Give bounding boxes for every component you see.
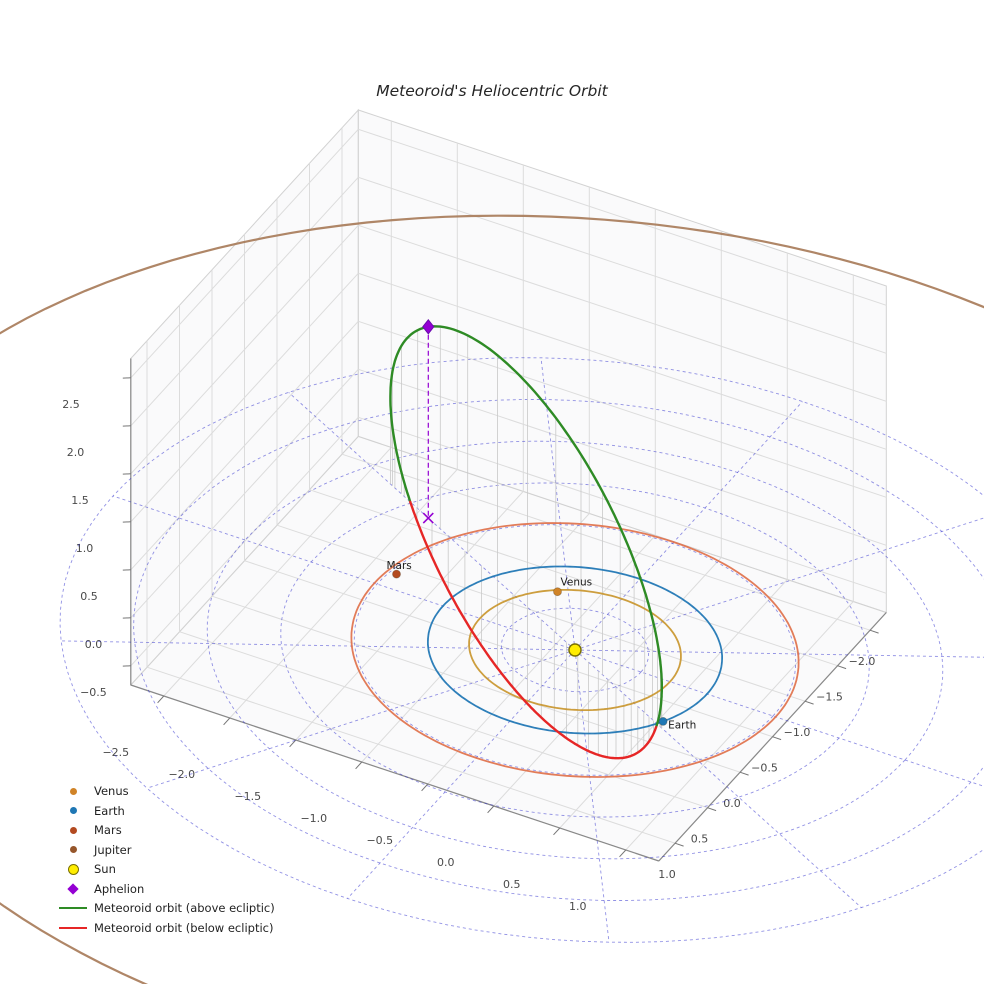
earth-marker	[658, 717, 668, 726]
legend-item-orbit-above: Meteoroid orbit (above ecliptic)	[58, 901, 275, 915]
green-line-icon	[59, 907, 87, 909]
z-tick-label: 2.0	[67, 446, 85, 459]
x-tick-label: 1.0	[569, 900, 587, 913]
venus-dot-icon	[69, 787, 77, 795]
orbit-earth	[427, 565, 723, 735]
x-tick-label: −0.5	[366, 834, 393, 847]
x-tick-label: −2.0	[168, 768, 195, 781]
x-axis-line	[130, 684, 659, 862]
aphelion-marker	[422, 319, 435, 335]
legend-label: Meteoroid orbit (above ecliptic)	[94, 901, 275, 915]
earth-label: Earth	[668, 719, 696, 731]
x-tick-label: 0.5	[503, 878, 521, 891]
legend-label: Meteoroid orbit (below ecliptic)	[94, 920, 274, 935]
legend-marker-cell	[58, 807, 88, 814]
legend-item-aphelion: Aphelion	[58, 882, 275, 896]
mars-marker	[392, 569, 401, 579]
legend-item-earth: Earth	[58, 804, 275, 818]
legend: Venus Earth Mars Jupiter Sun Aphelion Me…	[58, 784, 275, 935]
aphelion-diamond-icon	[67, 882, 79, 895]
legend-item-orbit-below: Meteoroid orbit (below ecliptic)	[58, 921, 275, 935]
y-tick-label: −2.0	[849, 655, 876, 668]
z-tick-label: −0.5	[80, 686, 107, 699]
z-tick-label: 0.5	[80, 590, 98, 603]
z-tick-label: 2.5	[62, 398, 80, 411]
tick-labels: −2.5 −2.0 −1.5 −1.0 −0.5 0.0 0.5 1.0 −2.0 −1.5 −1.…	[62, 398, 875, 913]
y-tick-label: 0.5	[691, 833, 709, 846]
meteoroid-orbit-above	[389, 325, 663, 727]
meteoroid-orbit-below	[622, 724, 658, 759]
legend-marker-cell	[58, 826, 88, 834]
meteoroid-orbit-below	[409, 500, 626, 760]
meteoroid-orbit	[389, 319, 663, 760]
x-tick-label: −1.5	[234, 790, 261, 803]
venus-label: Venus	[561, 577, 593, 589]
orbit-venus	[468, 589, 682, 711]
legend-label: Sun	[94, 862, 116, 876]
legend-marker-cell	[58, 863, 88, 875]
legend-marker-cell	[58, 787, 88, 795]
legend-marker-cell	[58, 926, 88, 929]
legend-label: Mars	[94, 823, 122, 837]
mars-dot-icon	[69, 826, 77, 834]
y-tick-label: −0.5	[751, 762, 778, 775]
legend-item-sun: Sun	[58, 862, 275, 876]
legend-label: Venus	[94, 784, 129, 798]
legend-label: Jupiter	[94, 842, 132, 857]
earth-dot-icon	[69, 807, 77, 814]
y-tick-label: 0.0	[723, 797, 741, 810]
legend-label: Earth	[94, 803, 125, 818]
y-tick-label: −1.0	[784, 726, 811, 739]
z-tick-label: 0.0	[85, 638, 103, 651]
legend-item-jupiter: Jupiter	[58, 843, 275, 857]
sun-dot-icon	[67, 863, 79, 875]
y-tick-label: −1.5	[816, 691, 843, 704]
sub-aphelion-x-marker	[422, 512, 434, 524]
legend-marker-cell	[58, 907, 88, 909]
chart-title: Meteoroid's Heliocentric Orbit	[376, 82, 608, 100]
legend-item-mars: Mars	[58, 823, 275, 837]
jupiter-dot-icon	[69, 846, 77, 853]
mars-label: Mars	[387, 560, 412, 572]
planet-markers: Venus Earth Mars	[387, 560, 697, 731]
venus-marker	[553, 587, 562, 597]
red-line-icon	[59, 926, 87, 929]
legend-label: Aphelion	[94, 881, 145, 896]
axes-ticks	[122, 377, 879, 858]
legend-item-venus: Venus	[58, 784, 275, 798]
x-tick-label: −1.0	[300, 812, 327, 825]
x-tick-label: −2.5	[102, 746, 129, 759]
orbit-mars	[350, 522, 800, 778]
x-tick-label: 0.0	[437, 856, 455, 869]
y-tick-label: 1.0	[658, 868, 676, 881]
z-tick-label: 1.5	[71, 494, 89, 507]
z-tick-label: 1.0	[76, 542, 94, 555]
legend-marker-cell	[58, 882, 88, 895]
sun-marker	[568, 643, 582, 657]
planet-orbits	[0, 214, 984, 984]
legend-marker-cell	[58, 846, 88, 853]
